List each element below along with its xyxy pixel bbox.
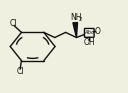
Text: Cl: Cl [10, 19, 18, 28]
Text: Cl: Cl [16, 67, 24, 76]
Polygon shape [73, 23, 77, 37]
Text: O: O [94, 27, 100, 36]
Text: 2: 2 [79, 17, 82, 22]
FancyBboxPatch shape [84, 28, 94, 37]
Text: Abc: Abc [84, 30, 94, 35]
Text: OH: OH [83, 38, 95, 47]
Text: NH: NH [70, 13, 82, 23]
